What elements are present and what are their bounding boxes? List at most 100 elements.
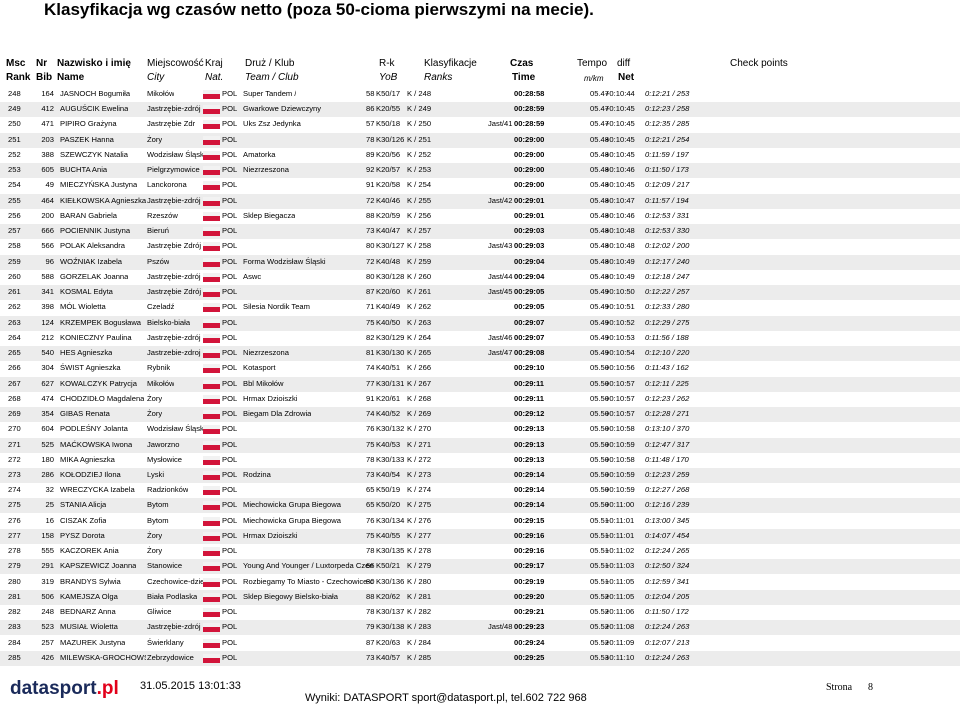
header-cell: Time	[512, 72, 536, 83]
cell: Czechowice-dziedz	[147, 576, 203, 586]
flag-red	[203, 185, 220, 191]
table-row: 266 304 ŚWIST Agnieszka Rybnik POL Kotasport 7…	[0, 361, 960, 376]
cell: Rzeszów	[147, 210, 178, 220]
cell: K / 265	[407, 348, 432, 358]
cell: 00:29:16	[514, 530, 545, 540]
flag-red	[203, 170, 220, 176]
cell: Super Tandem /	[243, 89, 297, 98]
cell: 05.50	[590, 363, 610, 373]
flag-white	[203, 227, 220, 232]
cell: POL	[222, 561, 238, 571]
cell: K20/56	[376, 149, 401, 159]
cell: 79	[366, 622, 375, 632]
cell: Miechowicka Grupa Biegowa	[243, 515, 341, 525]
flag-white	[203, 257, 220, 262]
cell: +0:11:09	[605, 637, 635, 647]
cell: K / 281	[407, 591, 432, 601]
cell: Żory	[147, 409, 163, 419]
cell: K / 270	[407, 424, 432, 434]
cell: 0:12:35 / 285	[645, 119, 690, 129]
cell: 92	[366, 165, 375, 175]
cell: Żory	[147, 134, 163, 144]
flag-icon	[203, 653, 220, 663]
cell: 00:28:58	[514, 89, 545, 98]
cell: K / 262	[407, 302, 432, 312]
cell: 00:29:05	[514, 287, 545, 297]
cell: 258	[8, 241, 21, 251]
flag-red	[203, 490, 220, 496]
cell: Niezrzeszona	[243, 165, 290, 175]
cell: POL	[222, 348, 238, 358]
cell: 80	[366, 241, 375, 251]
cell: K20/61	[376, 393, 401, 403]
cell: POL	[222, 134, 238, 144]
cell: K / 250	[407, 119, 432, 129]
cell: Silesia Nordik Team	[243, 302, 310, 312]
cell: 78	[366, 134, 375, 144]
cell: 73	[366, 470, 375, 479]
table-row: 260 588 GORZELAK Joanna Jastrzębie-zdrój POL…	[0, 270, 960, 285]
cell: Jast/43	[488, 241, 513, 251]
cell: Amatorka	[243, 149, 276, 159]
flag-icon	[203, 318, 220, 328]
cell: Uks Zsz Jedynka	[243, 119, 301, 129]
timestamp: 31.05.2015 13:01:33	[140, 680, 241, 692]
flag-white	[203, 90, 220, 94]
cell: 0:12:04 / 205	[645, 591, 690, 601]
cell: 00:29:19	[514, 576, 545, 586]
cell: Kotasport	[243, 363, 276, 373]
cell: 253	[8, 165, 21, 175]
flag-icon	[203, 531, 220, 541]
cell: 164	[41, 89, 54, 98]
cell: 203	[41, 134, 54, 144]
flag-icon	[203, 562, 220, 572]
cell: Hrmax Dzioiszki	[243, 393, 298, 403]
flag-white	[203, 349, 220, 354]
cell: K40/49	[376, 302, 401, 312]
cell: Jastrzębie-zdrój	[147, 195, 201, 205]
flag-red	[203, 657, 220, 663]
cell: 0:12:09 / 217	[645, 180, 690, 190]
cell: 540	[41, 348, 54, 358]
flag-red	[203, 596, 220, 602]
cell: Bytom	[147, 500, 169, 510]
cell: 605	[41, 165, 54, 175]
flag-white	[203, 425, 220, 430]
cell: +0:10:45	[605, 104, 635, 114]
flag-white	[203, 272, 220, 277]
cell: 0:12:16 / 239	[645, 500, 690, 510]
cell: 304	[41, 363, 54, 373]
cell: 279	[8, 561, 21, 571]
cell: K / 272	[407, 454, 432, 464]
cell: Hrmax Dzioiszki	[243, 530, 298, 540]
cell: Bieruń	[147, 226, 169, 236]
cell: POL	[222, 119, 238, 129]
flag-icon	[203, 471, 220, 480]
cell: 77	[366, 378, 375, 388]
cell: Forma Wodzisław Śląski	[243, 256, 326, 266]
cell: KAMEJSZA Olga	[60, 591, 118, 601]
table-row: 276 16 CISZAK Zofia Bytom POL Miechowicka Gru…	[0, 514, 960, 529]
flag-icon	[203, 349, 220, 359]
cell: 0:12:11 / 225	[645, 378, 689, 388]
cell: PODLEŚNY Jolanta	[60, 424, 128, 434]
cell: Pszów	[147, 256, 170, 266]
cell: BUCHTA Ania	[60, 165, 108, 175]
cell: 0:12:47 / 317	[645, 439, 690, 449]
cell: POL	[222, 363, 238, 373]
cell: 75	[366, 530, 375, 540]
header-cell: Nazwisko i imię	[57, 58, 131, 69]
cell: 278	[8, 546, 21, 556]
cell: K30/136	[376, 576, 405, 586]
cell: 25	[45, 500, 54, 510]
cell: K / 252	[407, 149, 432, 159]
cell: K40/57	[376, 652, 401, 662]
cell: 00:29:17	[514, 561, 545, 571]
header-cell: Nat.	[205, 72, 224, 83]
cell: AUGUŚCIK Ewelina	[60, 104, 129, 114]
cell: KAPSZEWICZ Joanna	[60, 561, 137, 571]
cell: K / 255	[407, 195, 432, 205]
cell: POL	[222, 454, 238, 464]
cell: K30/135	[376, 546, 405, 556]
cell: 0:12:24 / 263	[645, 622, 690, 632]
